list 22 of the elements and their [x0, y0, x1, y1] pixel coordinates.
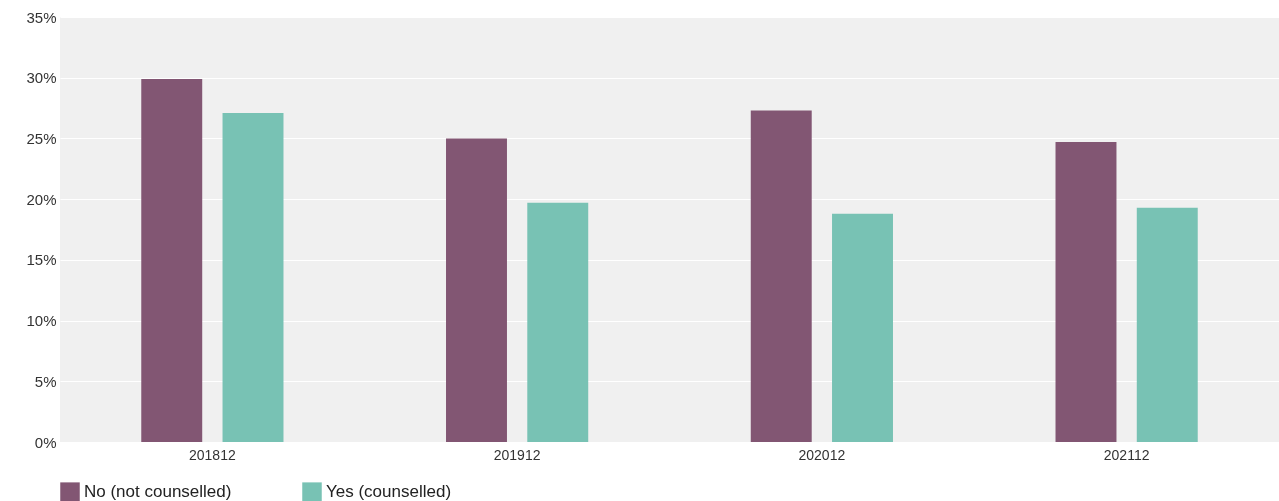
bar — [141, 78, 203, 442]
y-tick-label: 15% — [26, 251, 57, 269]
bar — [527, 202, 589, 442]
bar — [1055, 142, 1117, 442]
bar — [750, 110, 812, 442]
legend-label: No (not counselled) — [84, 482, 232, 501]
bar — [222, 112, 284, 442]
x-tick-label: 202112 — [1103, 446, 1150, 463]
y-tick-label: 30% — [26, 69, 57, 87]
bar — [832, 213, 893, 442]
legend-label: Yes (counselled) — [326, 482, 452, 501]
y-tick-label: 20% — [26, 190, 57, 208]
bar — [1136, 207, 1198, 442]
x-tick-label: 202012 — [798, 446, 846, 463]
y-tick-label: 0% — [34, 433, 57, 451]
y-tick-label: 5% — [34, 372, 57, 390]
x-tick-label: 201812 — [189, 446, 236, 463]
y-tick-label: 25% — [26, 129, 57, 147]
x-tick-label: 201912 — [493, 446, 541, 463]
y-tick-label: 35% — [26, 8, 57, 26]
y-tick-label: 10% — [26, 312, 57, 330]
bar — [446, 138, 507, 442]
